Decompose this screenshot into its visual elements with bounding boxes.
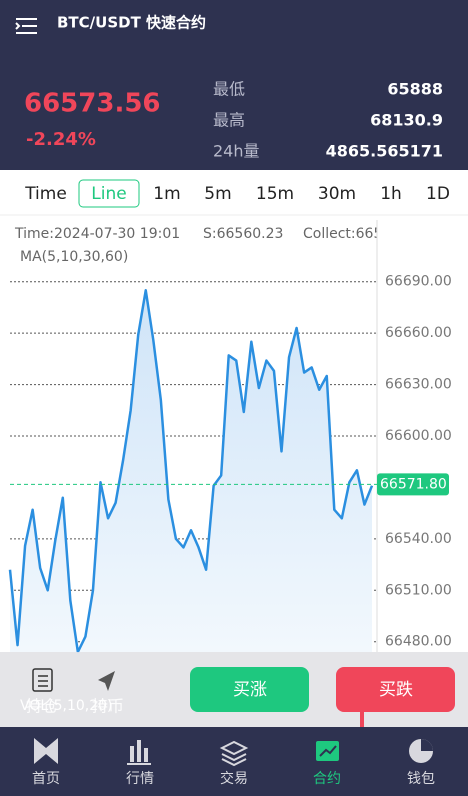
buy-down-label[interactable]: 买跌 [379, 680, 413, 700]
y-tick-label: 66690.00 [385, 274, 452, 290]
stat-label: 最低 [213, 80, 245, 99]
title: BTC/USDT 快速合约 [57, 14, 206, 32]
tab[interactable]: 5m [204, 184, 231, 204]
price: 66573.56 [24, 89, 161, 119]
current-tag [377, 473, 449, 496]
buy-up-button[interactable] [190, 667, 309, 712]
tab[interactable]: 1m [153, 184, 180, 204]
info-vol: VOL(5,10,20) [20, 698, 113, 714]
header-bg [0, 0, 468, 170]
stat-value: 65888 [387, 80, 443, 99]
nav-label[interactable]: 首页 [32, 771, 60, 787]
area [10, 290, 372, 652]
tab-active-box [78, 179, 140, 208]
buy-down-button[interactable] [336, 667, 455, 712]
info-time: Time:2024-07-30 19:01 [14, 226, 180, 242]
nav-label[interactable]: 钱包 [407, 771, 435, 787]
current-label: 66571.80 [380, 476, 447, 492]
tab[interactable]: 1D [426, 184, 450, 204]
buy-up-label[interactable]: 买涨 [233, 680, 267, 700]
nav-label[interactable]: 合约 [313, 771, 341, 787]
nav-icons [34, 738, 433, 767]
nav-bg [0, 727, 468, 796]
y-tick-label: 66630.00 [385, 377, 452, 393]
hold-label[interactable]: 持仓 [26, 697, 58, 716]
hold-icon[interactable] [32, 668, 53, 692]
tab[interactable]: 30m [318, 184, 356, 204]
tab[interactable]: 1h [380, 184, 402, 204]
y-tick-label: 66540.00 [385, 531, 452, 547]
stat-value: 4865.565171 [326, 142, 443, 161]
line [8, 289, 374, 654]
tab[interactable]: Time [24, 184, 67, 204]
info-s: S:66560.23 [203, 226, 283, 242]
stat-value: 68130.9 [370, 111, 443, 130]
marker [360, 712, 364, 727]
coin-icon[interactable] [98, 671, 115, 691]
y-tick-label: 66660.00 [385, 325, 452, 341]
menu-icon[interactable] [15, 18, 37, 34]
y-tick-label: 66510.00 [385, 582, 452, 598]
tab[interactable]: 15m [256, 184, 294, 204]
info-ma: MA(5,10,30,60) [20, 249, 128, 265]
info-collect: Collect:665 [303, 226, 382, 242]
y-tick-label: 66480.00 [385, 634, 452, 650]
stat-label: 24h量 [213, 142, 260, 161]
nav-label[interactable]: 行情 [126, 771, 154, 787]
nav-label[interactable]: 交易 [220, 770, 248, 787]
stat-label: 最高 [213, 111, 245, 130]
y-tick-label: 66600.00 [385, 428, 452, 444]
tab[interactable]: Line [91, 184, 126, 204]
coin-label[interactable]: 持币 [92, 697, 124, 716]
change: -2.24% [26, 129, 96, 150]
